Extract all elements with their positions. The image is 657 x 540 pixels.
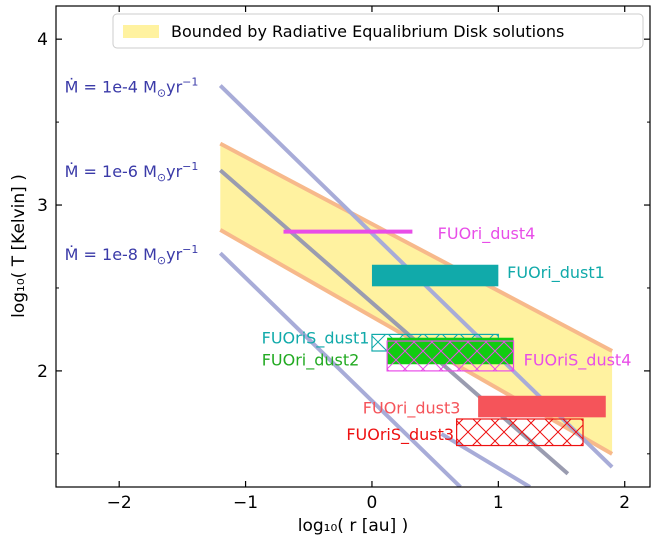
accretion-label-unit: yr	[166, 162, 182, 181]
accretion-label-exponent: −1	[182, 76, 198, 89]
accretion-label-prefix: Ṁ = 1e-8 M	[65, 245, 157, 264]
accretion-label: Ṁ = 1e-8 M⊙yr−1	[65, 243, 199, 267]
y-tick-label: 4	[37, 30, 48, 50]
x-tick-label: 0	[367, 493, 378, 513]
y-axis-label: log₁₀( T [Kelvin] )	[9, 174, 29, 318]
x-axis-label: log₁₀( r [au] )	[298, 516, 408, 536]
region-label: FUOriS_dust1	[262, 329, 370, 349]
x-tick-label: 2	[619, 493, 630, 513]
accretion-label-prefix: Ṁ = 1e-6 M	[65, 162, 157, 181]
sun-symbol: ⊙	[157, 254, 166, 267]
region-label: FUOri_dust4	[438, 224, 536, 244]
region-fill	[371, 264, 499, 287]
x-tick-label: −1	[233, 493, 258, 513]
y-tick-label: 3	[37, 196, 48, 216]
region-hatch	[456, 418, 584, 447]
annotation-layer: FUOri_dust4FUOri_dust1FUOriS_dust1FUOri_…	[65, 76, 632, 445]
accretion-label-unit: yr	[166, 245, 182, 264]
accretion-label-exponent: −1	[182, 243, 198, 256]
equilibrium-band	[220, 143, 613, 454]
plot-frame	[55, 5, 651, 488]
legend: Bounded by Radiative Equalibrium Disk so…	[112, 13, 644, 49]
region-hatch	[386, 340, 515, 372]
accretion-label-unit: yr	[166, 78, 182, 97]
plot-area	[218, 84, 614, 487]
sun-symbol: ⊙	[157, 87, 166, 100]
band-upper-edge	[219, 141, 614, 353]
region-label: FUOri_dust3	[363, 398, 461, 418]
x-tick-label: 1	[493, 493, 504, 513]
accretion-label: Ṁ = 1e-4 M⊙yr−1	[65, 76, 199, 100]
accretion-label-exponent: −1	[182, 160, 198, 173]
legend-box	[112, 13, 644, 49]
legend-swatch	[123, 25, 159, 38]
legend-label: Bounded by Radiative Equalibrium Disk so…	[171, 22, 564, 41]
accretion-label-prefix: Ṁ = 1e-4 M	[65, 78, 157, 97]
sun-symbol: ⊙	[157, 171, 166, 184]
region-label: FUOriS_dust4	[524, 350, 632, 370]
accretion-line	[218, 251, 462, 487]
region-label: FUOri_dust1	[507, 263, 605, 283]
region-label: FUOri_dust2	[262, 350, 360, 370]
accretion-label: Ṁ = 1e-6 M⊙yr−1	[65, 160, 199, 184]
region-fill	[478, 395, 606, 418]
axes: −2 −1 0 1 2 2 3 4	[37, 6, 650, 513]
x-tick-label: −2	[107, 493, 132, 513]
region-label: FUOriS_dust3	[346, 425, 454, 445]
y-tick-label: 2	[37, 362, 48, 382]
